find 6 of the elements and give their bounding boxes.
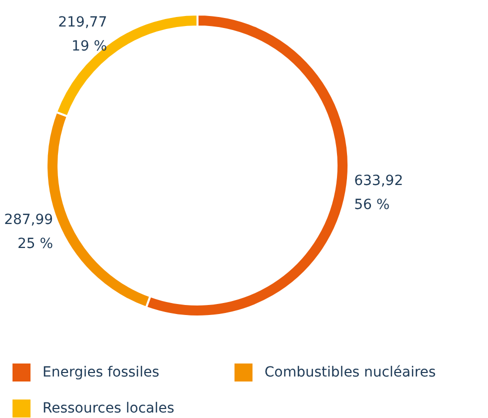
data-label: 219,77 19 % [58, 14, 108, 55]
legend-label: Energies fossiles [42, 364, 160, 380]
legend-label: Combustibles nucléaires [264, 364, 436, 380]
data-label: 287,99 25 % [4, 212, 54, 252]
legend-label: Ressources locales [42, 400, 174, 416]
data-label: 633,92 56 % [354, 172, 404, 213]
